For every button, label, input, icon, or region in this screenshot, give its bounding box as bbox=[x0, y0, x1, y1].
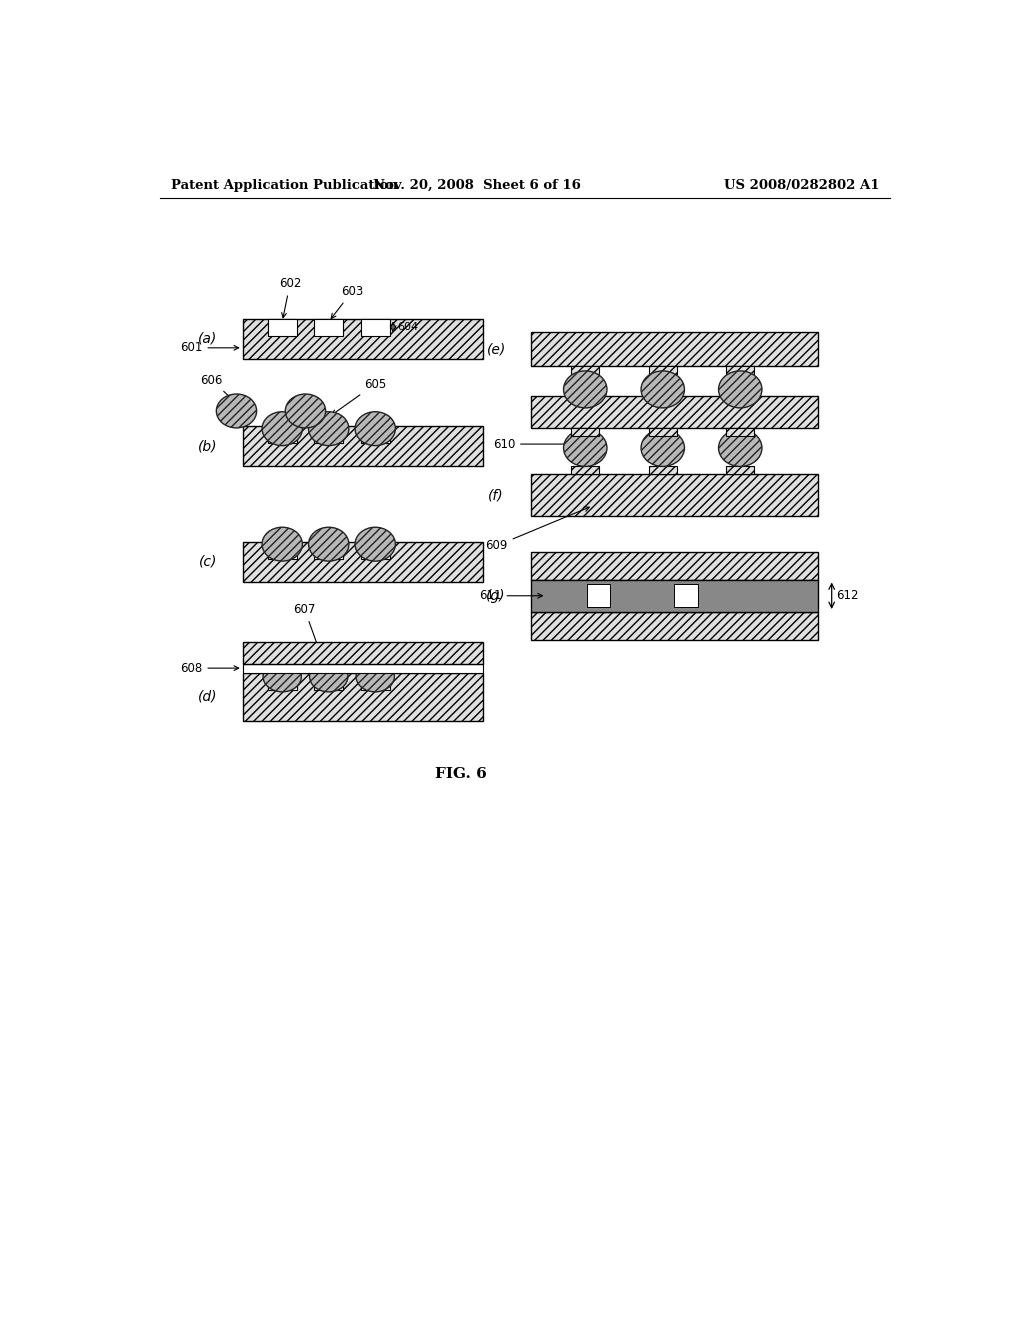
Text: FIG. 6: FIG. 6 bbox=[435, 767, 487, 781]
Bar bbox=[587, 585, 610, 607]
Bar bbox=[360, 673, 390, 689]
Bar bbox=[360, 543, 390, 558]
Bar bbox=[243, 642, 483, 664]
Bar bbox=[243, 543, 483, 582]
Bar bbox=[571, 466, 599, 474]
Text: (c): (c) bbox=[199, 554, 217, 569]
Ellipse shape bbox=[262, 412, 302, 446]
Ellipse shape bbox=[263, 661, 301, 692]
Bar bbox=[531, 333, 818, 367]
Bar bbox=[649, 466, 677, 474]
Bar bbox=[571, 366, 599, 374]
Bar bbox=[531, 612, 818, 640]
Bar bbox=[360, 426, 390, 444]
Bar bbox=[314, 543, 343, 558]
Text: 604: 604 bbox=[397, 322, 418, 333]
Text: 609: 609 bbox=[485, 507, 589, 552]
Text: (a): (a) bbox=[199, 331, 217, 346]
Text: 603: 603 bbox=[331, 285, 364, 318]
Text: 601: 601 bbox=[180, 342, 239, 354]
Ellipse shape bbox=[355, 412, 395, 446]
Text: 606: 606 bbox=[201, 374, 233, 400]
Text: (b): (b) bbox=[198, 440, 217, 453]
Bar bbox=[531, 579, 818, 612]
Text: Patent Application Publication: Patent Application Publication bbox=[171, 178, 397, 191]
Bar bbox=[243, 426, 483, 466]
Ellipse shape bbox=[641, 371, 684, 408]
Ellipse shape bbox=[719, 429, 762, 466]
Bar bbox=[531, 552, 818, 579]
Ellipse shape bbox=[356, 661, 394, 692]
Text: 612: 612 bbox=[837, 589, 859, 602]
Text: 607: 607 bbox=[294, 603, 319, 649]
Ellipse shape bbox=[286, 393, 326, 428]
Ellipse shape bbox=[719, 371, 762, 408]
Bar bbox=[314, 426, 343, 444]
Bar bbox=[243, 664, 483, 673]
Text: 602: 602 bbox=[279, 277, 301, 318]
Bar bbox=[649, 428, 677, 436]
Bar bbox=[267, 318, 297, 335]
Text: 605: 605 bbox=[332, 378, 386, 414]
Text: (g): (g) bbox=[486, 589, 506, 603]
Bar bbox=[726, 428, 755, 436]
Bar bbox=[360, 318, 390, 335]
Bar bbox=[531, 474, 818, 516]
Ellipse shape bbox=[308, 412, 349, 446]
Ellipse shape bbox=[355, 527, 395, 561]
Bar bbox=[531, 396, 818, 428]
Bar bbox=[571, 428, 599, 436]
Ellipse shape bbox=[262, 527, 302, 561]
Text: 608: 608 bbox=[180, 661, 239, 675]
Bar bbox=[314, 673, 343, 689]
Ellipse shape bbox=[308, 527, 349, 561]
Bar bbox=[243, 318, 483, 359]
Bar bbox=[649, 366, 677, 374]
Ellipse shape bbox=[216, 393, 257, 428]
Text: (e): (e) bbox=[486, 342, 506, 356]
Text: US 2008/0282802 A1: US 2008/0282802 A1 bbox=[724, 178, 880, 191]
Ellipse shape bbox=[563, 371, 607, 408]
Bar bbox=[267, 426, 297, 444]
Bar bbox=[675, 585, 697, 607]
Text: (f): (f) bbox=[488, 488, 504, 503]
Text: 611: 611 bbox=[479, 589, 543, 602]
Text: 610: 610 bbox=[493, 437, 582, 450]
Bar bbox=[267, 673, 297, 689]
Text: (d): (d) bbox=[198, 689, 217, 704]
Bar bbox=[267, 543, 297, 558]
Bar bbox=[726, 366, 755, 374]
Bar bbox=[314, 318, 343, 335]
Ellipse shape bbox=[309, 661, 348, 692]
Ellipse shape bbox=[563, 429, 607, 466]
Text: Nov. 20, 2008  Sheet 6 of 16: Nov. 20, 2008 Sheet 6 of 16 bbox=[373, 178, 581, 191]
Bar bbox=[726, 466, 755, 474]
Bar bbox=[243, 673, 483, 721]
Ellipse shape bbox=[641, 429, 684, 466]
